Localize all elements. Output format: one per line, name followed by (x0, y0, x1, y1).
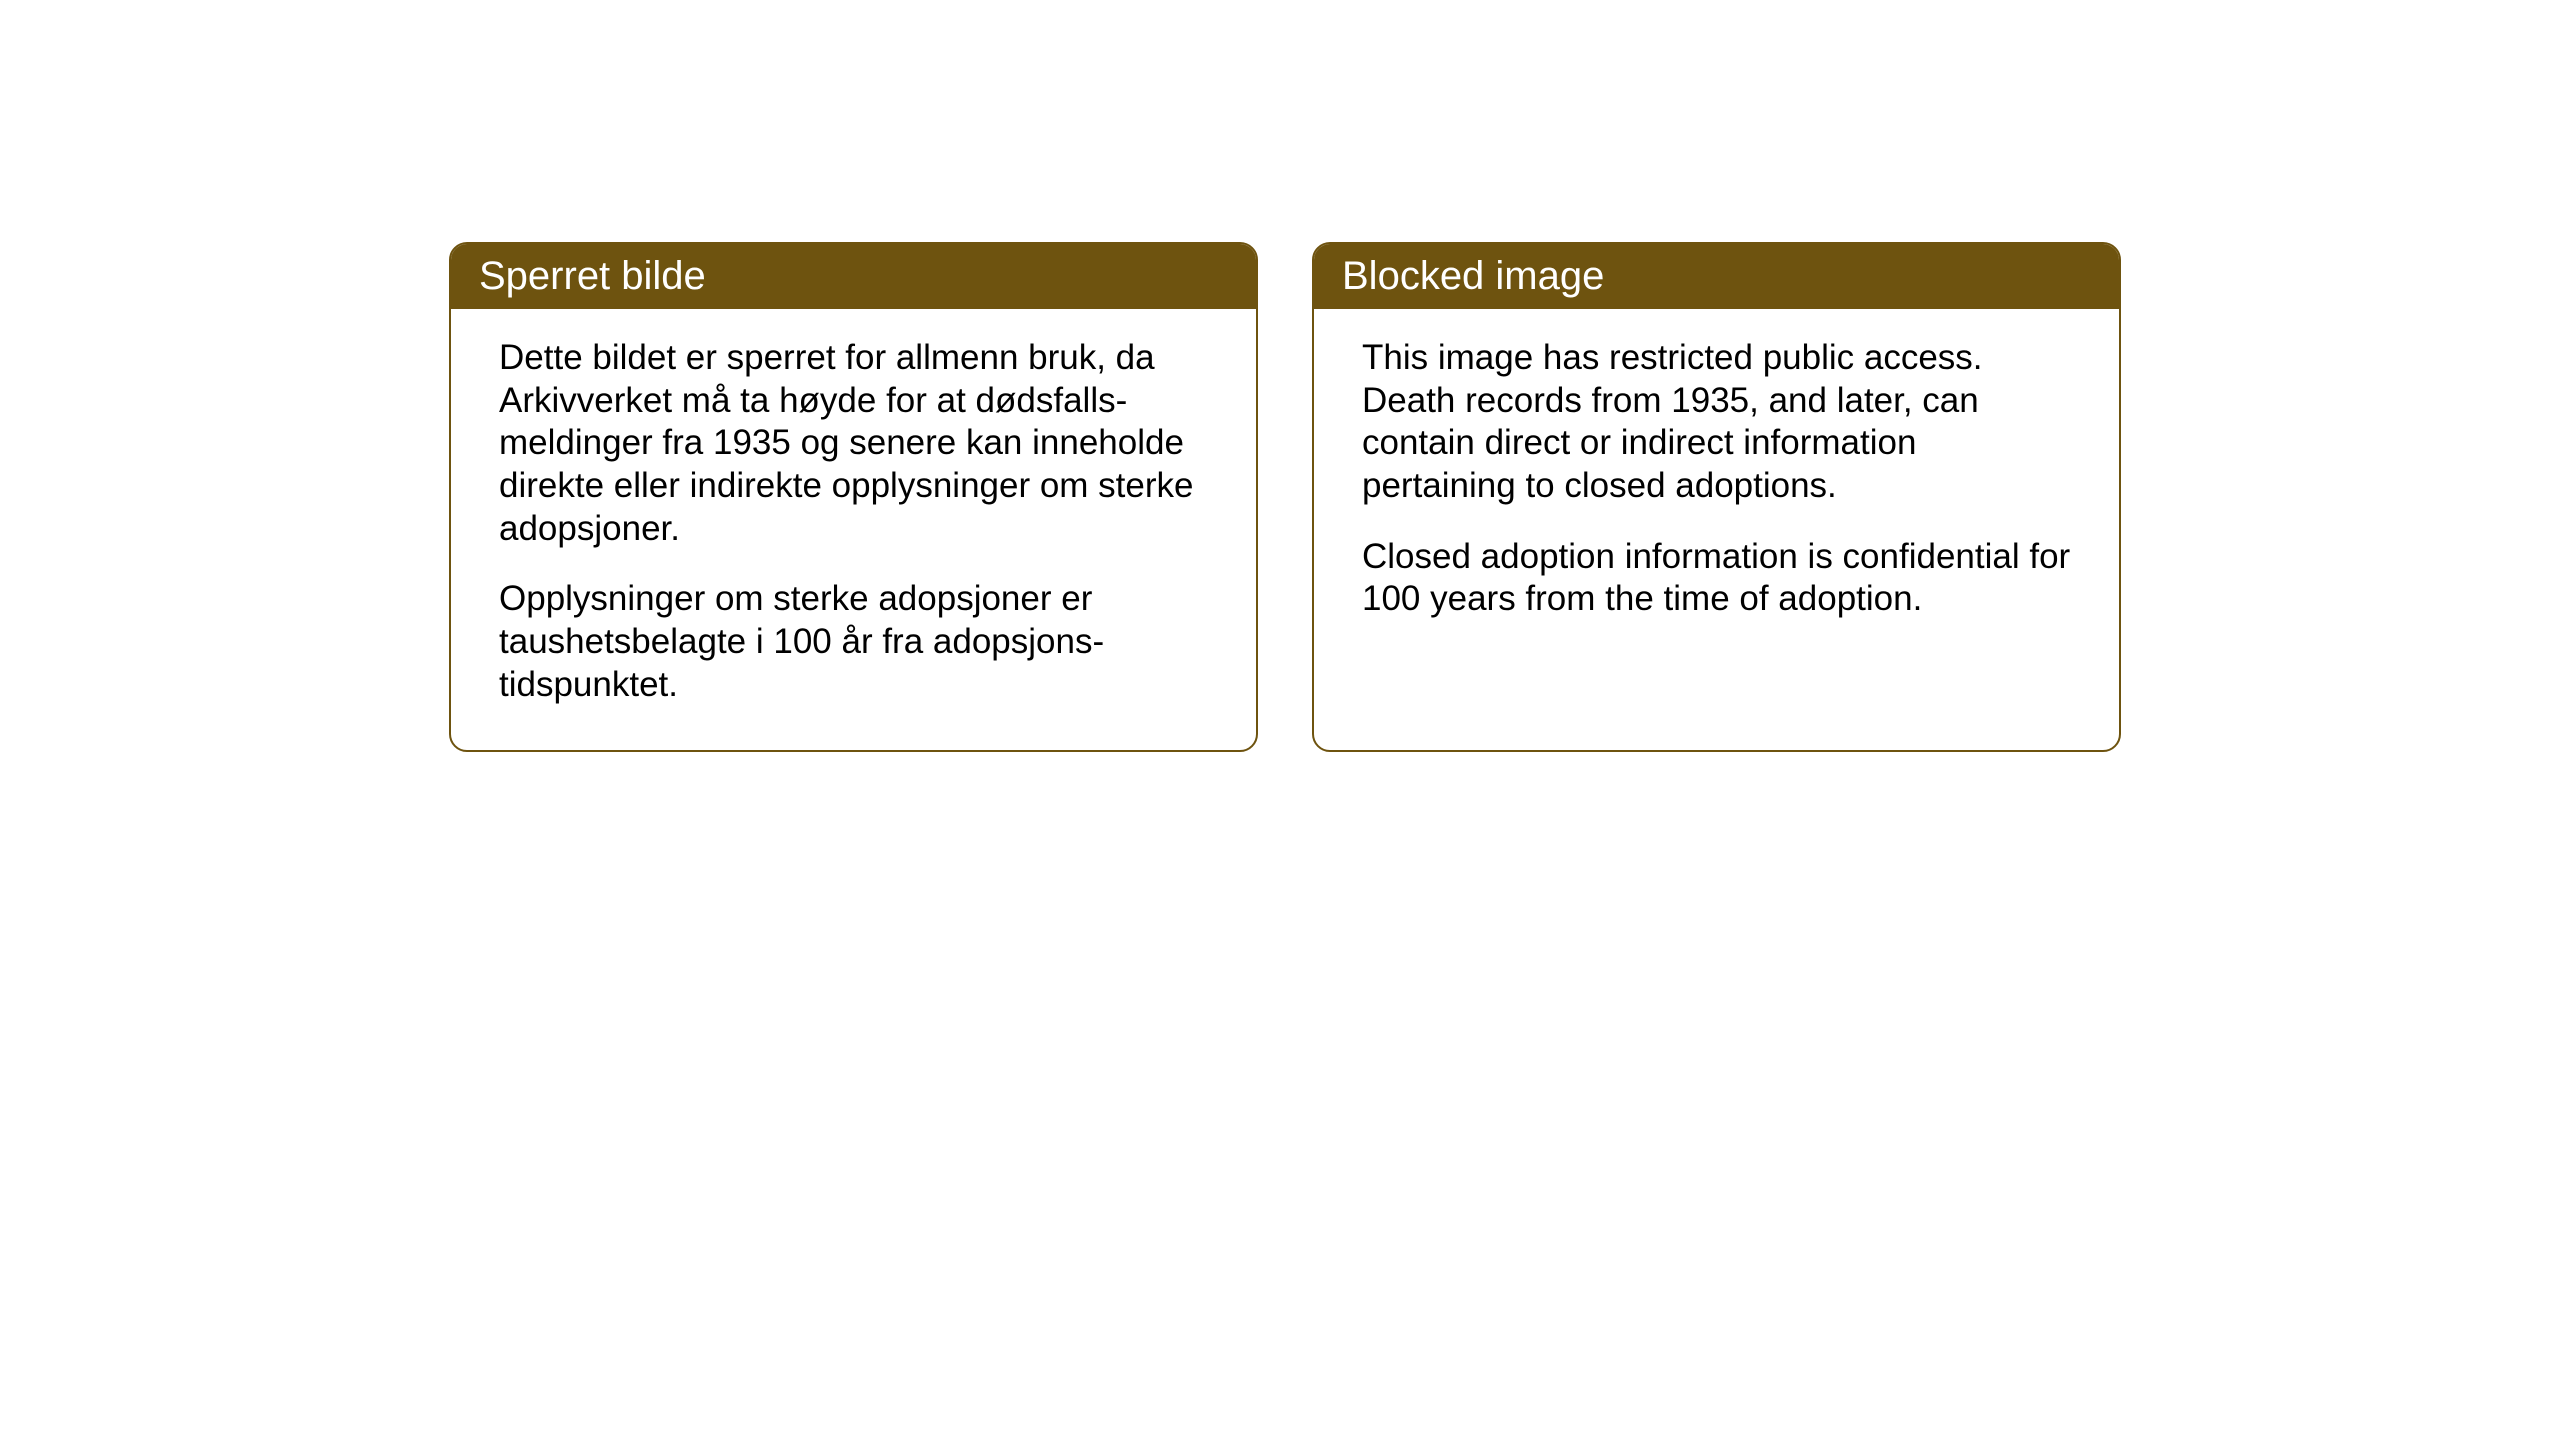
norwegian-card-body: Dette bildet er sperret for allmenn bruk… (451, 309, 1256, 743)
english-card-body: This image has restricted public access.… (1314, 309, 2119, 657)
english-notice-card: Blocked image This image has restricted … (1312, 242, 2121, 752)
norwegian-notice-card: Sperret bilde Dette bildet er sperret fo… (449, 242, 1258, 752)
norwegian-card-header: Sperret bilde (451, 244, 1256, 309)
english-paragraph-2: Closed adoption information is confident… (1362, 536, 2071, 621)
norwegian-paragraph-1: Dette bildet er sperret for allmenn bruk… (499, 337, 1208, 550)
english-paragraph-1: This image has restricted public access.… (1362, 337, 2071, 508)
norwegian-paragraph-2: Opplysninger om sterke adopsjoner er tau… (499, 578, 1208, 706)
norwegian-card-title: Sperret bilde (479, 254, 706, 298)
notice-cards-container: Sperret bilde Dette bildet er sperret fo… (449, 242, 2121, 752)
english-card-title: Blocked image (1342, 254, 1604, 298)
english-card-header: Blocked image (1314, 244, 2119, 309)
